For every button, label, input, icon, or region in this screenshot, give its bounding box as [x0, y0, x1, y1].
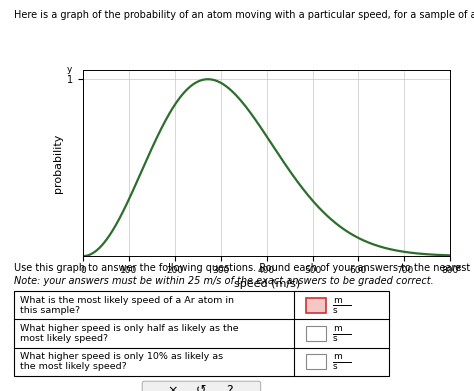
X-axis label: speed (m/s): speed (m/s) [234, 279, 300, 289]
Text: x: x [456, 263, 461, 272]
Y-axis label: probability: probability [53, 134, 63, 193]
Text: Note: your answers must be within 25 m/s of the exact answers to be graded corre: Note: your answers must be within 25 m/s… [14, 276, 434, 287]
Text: ?: ? [227, 384, 233, 391]
Text: m: m [333, 296, 341, 305]
Text: Here is a graph of the probability of an atom moving with a particular speed, fo: Here is a graph of the probability of an… [14, 10, 474, 20]
Text: m: m [333, 324, 341, 334]
Text: ×: × [168, 384, 178, 391]
Text: Use this graph to answer the following questions. Round each of your answers to : Use this graph to answer the following q… [14, 263, 474, 273]
Text: ↺: ↺ [196, 384, 207, 391]
Text: y: y [66, 65, 72, 74]
Text: s: s [333, 362, 337, 371]
Text: What is the most likely speed of a Ar atom in
this sample?: What is the most likely speed of a Ar at… [20, 296, 234, 315]
Text: s: s [333, 334, 337, 343]
Text: What higher speed is only 10% as likely as
the most likely speed?: What higher speed is only 10% as likely … [20, 352, 223, 371]
Text: m: m [333, 352, 341, 362]
Text: What higher speed is only half as likely as the
most likely speed?: What higher speed is only half as likely… [20, 324, 238, 343]
Text: s: s [333, 305, 337, 315]
